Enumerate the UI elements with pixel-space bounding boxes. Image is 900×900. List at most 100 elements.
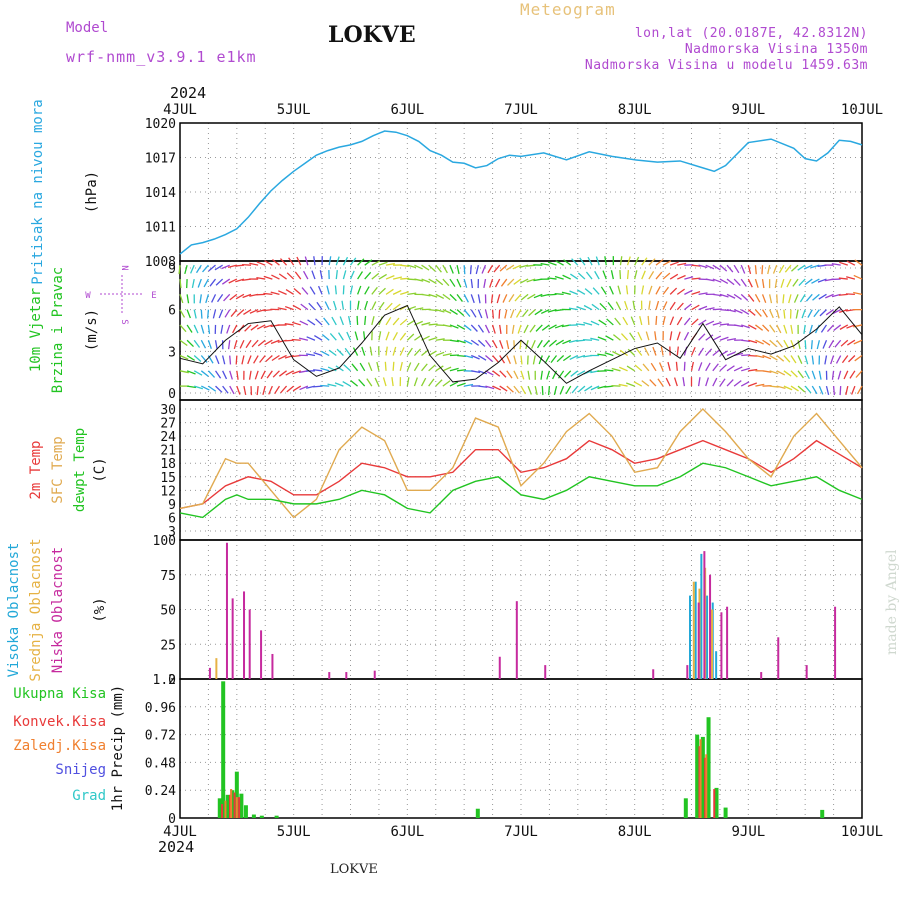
wind-arrow — [676, 346, 679, 356]
wind-arrow — [407, 292, 417, 296]
wind-arrow — [400, 264, 410, 267]
wind-arrow — [769, 354, 778, 361]
cloud-bar — [686, 665, 689, 679]
wind-arrow — [691, 277, 701, 280]
wind-arrow — [848, 355, 856, 363]
wind-arrow — [712, 293, 722, 297]
wind-arrow — [337, 332, 344, 341]
wind-arrow — [733, 278, 741, 287]
wind-arrow — [854, 354, 863, 362]
wind-arrow — [435, 278, 444, 286]
wind-arrow — [406, 362, 412, 372]
wind-arrow — [314, 335, 323, 341]
wind-arrow — [357, 258, 365, 266]
wind-arrow — [342, 270, 347, 280]
wind-arrow — [562, 339, 571, 345]
wind-arrow — [351, 363, 359, 372]
wind-arrow — [363, 331, 366, 341]
wind-arrow — [816, 340, 821, 350]
wind-arrow — [336, 348, 344, 356]
wind-arrow — [797, 264, 806, 271]
wind-arrow — [392, 361, 395, 371]
wind-arrow — [546, 370, 551, 380]
wind-arrow — [648, 300, 651, 310]
wind-arrow — [364, 286, 370, 295]
wind-arrow — [568, 307, 578, 311]
wind-arrow — [406, 377, 410, 387]
wind-arrow — [577, 272, 586, 280]
y-tick-label: 1020 — [145, 117, 176, 132]
wind-arrow — [229, 355, 232, 365]
wind-arrow — [230, 309, 238, 317]
wind-arrow — [733, 293, 742, 300]
cloud-bar — [271, 653, 274, 679]
wind-arrow — [846, 260, 856, 266]
wind-arrow — [818, 370, 822, 380]
wind-arrow — [595, 256, 600, 266]
wind-arrow — [356, 315, 359, 325]
wind-arrow — [547, 309, 557, 313]
wind-arrow — [513, 355, 517, 365]
wind-arrow — [354, 331, 359, 341]
wind-arrow — [286, 385, 295, 393]
wind-arrow — [637, 331, 643, 341]
precip-bar — [229, 794, 232, 818]
wind-arrow — [323, 317, 330, 326]
wind-arrow — [361, 346, 366, 356]
wind-arrow — [442, 278, 450, 287]
y-tick-label: 0.72 — [145, 729, 176, 744]
wind-arrow — [684, 289, 693, 295]
wind-arrow — [648, 285, 653, 295]
wind-arrow — [612, 350, 621, 357]
wind-arrow — [803, 264, 813, 270]
wind-arrow — [414, 278, 424, 282]
wind-arrow — [179, 339, 188, 347]
wind-arrow — [705, 334, 714, 341]
cloud-bar — [692, 581, 695, 679]
model-label: Model — [66, 20, 109, 36]
wind-arrow — [639, 316, 643, 326]
wind-arrow — [839, 324, 849, 330]
wind-arrow — [719, 336, 729, 341]
wind-arrow — [270, 339, 280, 345]
wind-arrow — [799, 294, 806, 303]
wind-arrow — [604, 256, 607, 266]
wind-arrow — [577, 385, 586, 393]
wind-arrow — [538, 355, 543, 365]
wind-arrow — [260, 370, 266, 380]
wind-arrow — [324, 301, 330, 310]
model-version: wrf-nmm_v3.9.1 e1km — [66, 48, 257, 66]
wind-arrow — [500, 278, 508, 287]
wind-arrow — [435, 293, 445, 300]
wind-arrow — [256, 386, 259, 396]
wind-arrow — [191, 278, 195, 289]
wind-arrow — [291, 321, 301, 326]
wind-arrow — [528, 309, 536, 317]
y-tick-label: 1011 — [145, 221, 176, 236]
wind-arrow — [205, 294, 210, 304]
compass-n: N — [119, 265, 129, 270]
wind-arrow — [778, 264, 785, 274]
wind-arrow — [797, 370, 804, 379]
wind-arrow — [200, 370, 209, 377]
wind-arrow — [385, 346, 388, 356]
wind-arrow — [186, 339, 194, 348]
wind-arrow — [193, 370, 203, 376]
wind-arrow — [489, 278, 494, 288]
y-tick-label: 15 — [160, 471, 176, 486]
year-top: 2024 — [170, 84, 207, 102]
wind-arrow — [301, 287, 309, 295]
pressure-label: Pritisak na nivou mora — [30, 99, 46, 284]
precip-bar — [714, 787, 719, 818]
precip-bar — [221, 681, 226, 818]
precip-bar — [230, 789, 233, 818]
wind-arrow — [667, 361, 671, 371]
wind-arrow — [449, 293, 457, 302]
wind-arrow — [632, 300, 636, 310]
wind-arrow — [344, 347, 352, 356]
wind-arrow — [755, 339, 764, 345]
wind-arrow — [547, 277, 557, 280]
wind-arrow — [655, 259, 664, 266]
wind-arrow — [506, 355, 511, 365]
wind-arrow — [576, 306, 586, 311]
